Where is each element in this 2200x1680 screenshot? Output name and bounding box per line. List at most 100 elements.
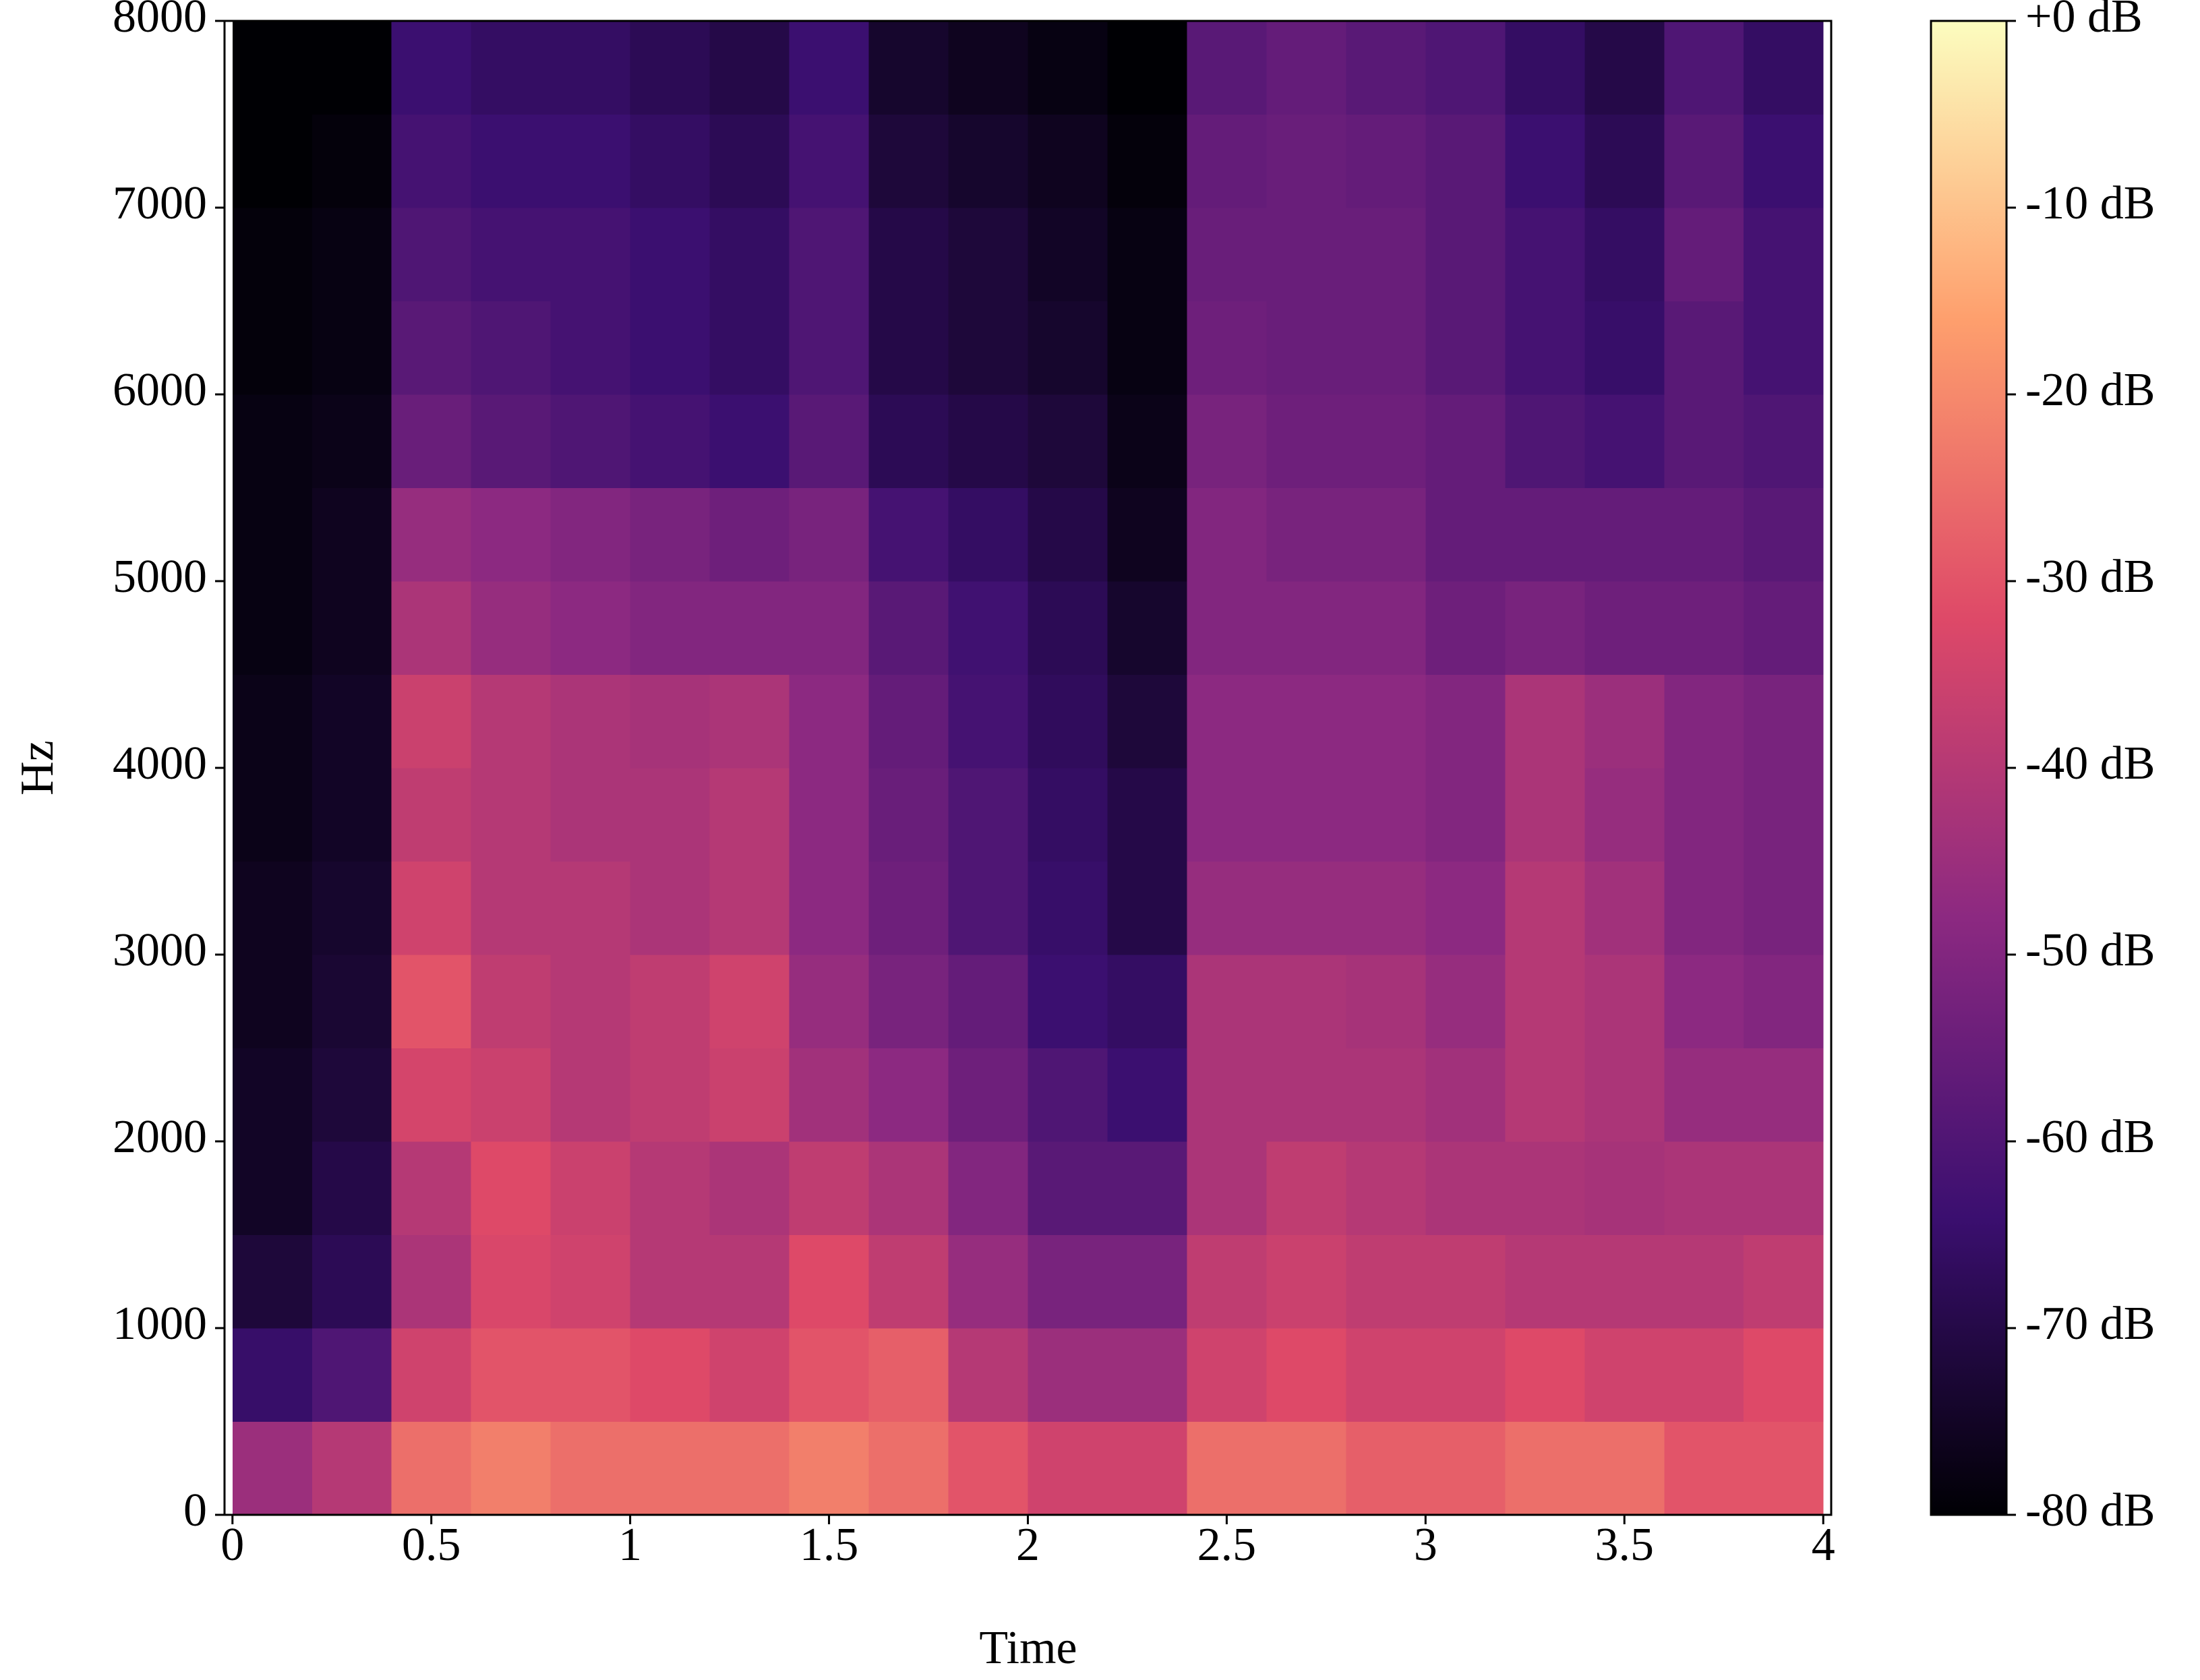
heatmap-cell <box>1505 21 1585 115</box>
heatmap-cell <box>1744 487 1824 582</box>
heatmap-cell <box>1107 1048 1187 1142</box>
heatmap-cell <box>391 1141 472 1235</box>
heatmap-cell <box>311 1328 392 1422</box>
heatmap-cell <box>1266 1328 1346 1422</box>
x-tick-label: 2 <box>1016 1519 1040 1571</box>
heatmap-cell <box>1107 1234 1187 1329</box>
heatmap-cell <box>1744 581 1824 675</box>
heatmap-cell <box>868 674 949 769</box>
heatmap-cell <box>391 1048 472 1142</box>
heatmap-cell <box>1028 1234 1108 1329</box>
heatmap-cell <box>1346 301 1426 395</box>
heatmap-cell <box>1107 301 1187 395</box>
heatmap-cell <box>1028 1328 1108 1422</box>
heatmap-cell <box>1028 114 1108 208</box>
heatmap-cell <box>1266 1048 1346 1142</box>
heatmap-cell <box>948 21 1028 115</box>
heatmap-cell <box>1744 114 1824 208</box>
heatmap-cell <box>1744 301 1824 395</box>
heatmap-cell <box>391 1234 472 1329</box>
heatmap-cell <box>1584 21 1665 115</box>
heatmap-cell <box>391 1328 472 1422</box>
heatmap-cell <box>1584 114 1665 208</box>
heatmap-cell <box>1028 1421 1108 1516</box>
heatmap-cell <box>1028 1048 1108 1142</box>
heatmap-cell <box>630 955 711 1048</box>
heatmap-cell <box>1744 1048 1824 1142</box>
colorbar-tick-label: +0 dB <box>2025 0 2143 42</box>
heatmap-cell <box>868 1328 949 1422</box>
y-axis-label: Hz <box>11 740 63 796</box>
heatmap-cell <box>1107 394 1187 488</box>
heatmap-cell <box>1505 861 1585 955</box>
heatmap-cell <box>1107 208 1187 301</box>
heatmap-cell <box>232 768 313 862</box>
heatmap-cell <box>1664 768 1744 862</box>
heatmap-cell <box>1425 1234 1506 1329</box>
heatmap-cell <box>709 301 790 395</box>
heatmap-cell <box>1425 394 1506 488</box>
heatmap-cell <box>1187 861 1267 955</box>
heatmap-cell <box>1187 1421 1267 1516</box>
heatmap-cell <box>1346 581 1426 675</box>
heatmap-cell <box>868 955 949 1048</box>
heatmap-cell <box>1584 301 1665 395</box>
heatmap-cell <box>550 114 631 208</box>
heatmap-cell <box>1187 768 1267 862</box>
heatmap-cell <box>550 21 631 115</box>
heatmap-cell <box>1664 674 1744 769</box>
heatmap-cell <box>471 1048 552 1142</box>
heatmap-cell <box>709 394 790 488</box>
heatmap-cell <box>1266 487 1346 582</box>
heatmap-cell <box>471 1328 552 1422</box>
heatmap-cell <box>1266 208 1346 301</box>
heatmap-cell <box>1346 1421 1426 1516</box>
heatmap-cell <box>550 674 631 769</box>
heatmap-cell <box>1266 861 1346 955</box>
heatmap-cell <box>1584 1421 1665 1516</box>
heatmap-cell <box>1744 1328 1824 1422</box>
heatmap-cell <box>1664 861 1744 955</box>
heatmap-cell <box>1266 394 1346 488</box>
colorbar-tick-label: -20 dB <box>2025 364 2156 416</box>
heatmap-cell <box>232 114 313 208</box>
heatmap-cell <box>1664 394 1744 488</box>
x-tick-label: 0 <box>220 1519 244 1571</box>
heatmap-cell <box>1505 487 1585 582</box>
heatmap-cell <box>1107 114 1187 208</box>
heatmap-cell <box>948 487 1028 582</box>
heatmap-cell <box>550 301 631 395</box>
heatmap-cell <box>1664 21 1744 115</box>
heatmap-cell <box>391 674 472 769</box>
heatmap-cell <box>1107 1141 1187 1235</box>
heatmap-cell <box>789 674 870 769</box>
heatmap-cell <box>1187 1328 1267 1422</box>
heatmap-cell <box>1266 768 1346 862</box>
heatmap-cell <box>311 768 392 862</box>
heatmap-cell <box>948 1421 1028 1516</box>
heatmap-cell <box>391 208 472 301</box>
heatmap-cell <box>1744 394 1824 488</box>
heatmap-cell <box>1664 581 1744 675</box>
heatmap-cell <box>1584 1141 1665 1235</box>
heatmap-cell <box>630 394 711 488</box>
heatmap-cell <box>709 208 790 301</box>
heatmap-cell <box>1346 208 1426 301</box>
heatmap-cell <box>630 674 711 769</box>
y-tick-label: 8000 <box>113 0 207 42</box>
heatmap-cell <box>709 581 790 675</box>
heatmap-cell <box>1028 768 1108 862</box>
heatmap-cell <box>232 1421 313 1516</box>
heatmap-cell <box>1187 487 1267 582</box>
heatmap-cell <box>391 21 472 115</box>
heatmap-cell <box>709 1141 790 1235</box>
heatmap-cell <box>948 768 1028 862</box>
heatmap-cell <box>311 394 392 488</box>
heatmap-cell <box>1505 394 1585 488</box>
heatmap-cell <box>1187 581 1267 675</box>
heatmap-cell <box>630 1234 711 1329</box>
heatmap-cell <box>789 1048 870 1142</box>
heatmap-cell <box>868 114 949 208</box>
heatmap-cell <box>311 861 392 955</box>
